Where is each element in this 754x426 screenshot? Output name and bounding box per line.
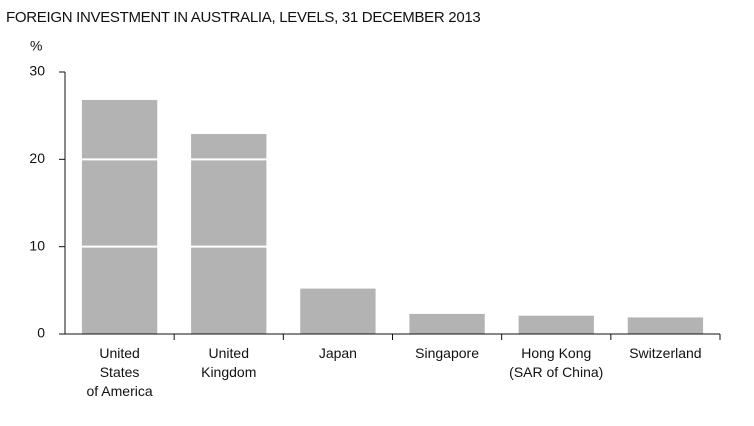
bar	[300, 288, 376, 334]
x-tick-label: Japan	[319, 345, 357, 361]
x-tick-label: United Kingdom	[201, 345, 256, 380]
y-tick-label: 0	[37, 325, 45, 341]
bar	[81, 99, 158, 335]
x-tick-label: Switzerland	[629, 345, 701, 361]
bar	[518, 315, 594, 334]
y-tick-label: 30	[29, 63, 45, 79]
x-tick-label: United States of America	[87, 345, 153, 399]
bar	[409, 313, 485, 334]
chart-title: FOREIGN INVESTMENT IN AUSTRALIA, LEVELS,…	[6, 9, 480, 26]
y-tick-label: 10	[29, 237, 45, 253]
bar	[627, 317, 704, 334]
y-axis-label: %	[30, 38, 42, 54]
bar	[191, 134, 267, 334]
y-tick-label: 20	[29, 150, 45, 166]
x-tick-label: Singapore	[415, 345, 479, 361]
x-tick-label: Hong Kong (SAR of China)	[509, 345, 603, 380]
